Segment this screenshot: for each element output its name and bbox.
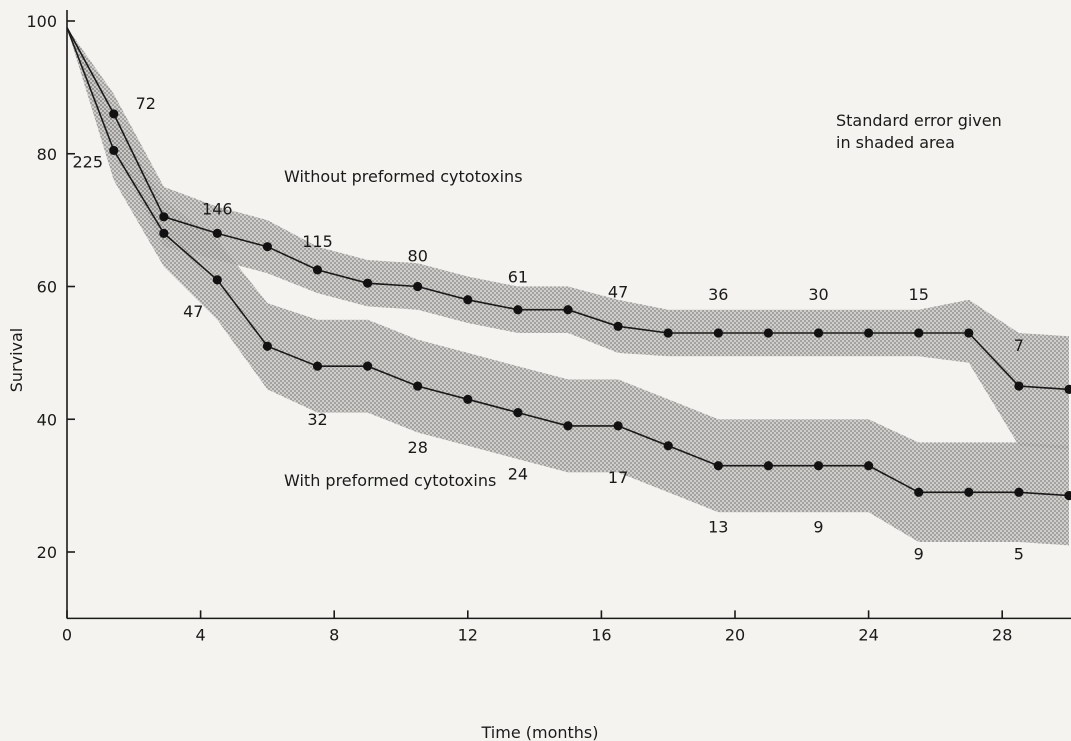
data-point-series-1-1 bbox=[109, 109, 119, 119]
series-name-without: Without preformed cytotoxins bbox=[284, 167, 523, 186]
label-group: 72 146 115 80 61 47 36 30 15 7 225 47 32 28 24 17 13 9 9 5 W… bbox=[72, 94, 1024, 563]
count-label-series-2-6: 17 bbox=[608, 468, 628, 487]
data-point-series-1-9 bbox=[513, 305, 523, 315]
data-point-series-1-2 bbox=[159, 212, 169, 222]
data-point-series-1-10 bbox=[563, 305, 573, 315]
data-point-series-2-2 bbox=[159, 228, 169, 238]
x-tick-label-20: 20 bbox=[725, 625, 745, 644]
data-point-series-1-5 bbox=[312, 265, 323, 275]
data-point-series-1-11 bbox=[613, 321, 623, 331]
data-point-series-1-16 bbox=[864, 328, 874, 338]
data-point-series-2-9 bbox=[513, 408, 523, 418]
count-label-series-1-2: 146 bbox=[202, 199, 233, 218]
data-point-series-1-17 bbox=[914, 328, 924, 338]
data-point-series-1-20 bbox=[1064, 384, 1071, 394]
y-tick-label-80: 80 bbox=[37, 145, 57, 164]
data-point-series-2-12 bbox=[663, 441, 673, 451]
x-tick-label-0: 0 bbox=[62, 625, 72, 644]
data-point-series-2-15 bbox=[813, 461, 824, 471]
data-point-series-1-13 bbox=[713, 328, 723, 338]
data-point-series-2-13 bbox=[713, 461, 723, 471]
count-label-series-1-1: 72 bbox=[136, 94, 156, 113]
data-point-series-2-10 bbox=[563, 421, 573, 431]
count-label-series-1-3: 115 bbox=[302, 232, 333, 251]
y-tick-label-60: 60 bbox=[37, 278, 57, 297]
count-label-series-2-9: 9 bbox=[914, 544, 924, 563]
count-label-series-1-5: 61 bbox=[508, 268, 528, 287]
data-point-series-1-19 bbox=[1014, 381, 1024, 391]
count-label-series-2-4: 28 bbox=[408, 438, 428, 457]
count-label-series-2-1: 225 bbox=[72, 152, 103, 171]
data-point-series-2-14 bbox=[763, 461, 774, 471]
y-tick-label-100: 100 bbox=[26, 12, 57, 31]
data-point-series-1-8 bbox=[463, 295, 473, 305]
series-group bbox=[66, 27, 1071, 501]
count-label-series-1-10: 7 bbox=[1014, 336, 1024, 355]
data-point-series-2-8 bbox=[463, 394, 473, 404]
count-label-series-2-2: 47 bbox=[183, 302, 203, 321]
data-point-series-1-18 bbox=[964, 328, 974, 338]
data-point-series-2-4 bbox=[262, 341, 272, 351]
se-band-series-1 bbox=[67, 27, 1069, 450]
data-point-series-2-17 bbox=[914, 487, 924, 497]
x-tick-label-4: 4 bbox=[196, 625, 206, 644]
x-tick-label-16: 16 bbox=[591, 625, 611, 644]
data-point-series-2-19 bbox=[1014, 487, 1024, 497]
data-point-series-1-4 bbox=[262, 242, 272, 252]
count-label-series-1-4: 80 bbox=[408, 247, 428, 266]
data-point-series-1-15 bbox=[813, 328, 824, 338]
count-label-series-2-3: 32 bbox=[307, 410, 327, 429]
data-point-series-2-5 bbox=[312, 361, 323, 371]
data-point-series-2-16 bbox=[864, 461, 874, 471]
data-point-series-1-12 bbox=[663, 328, 673, 338]
count-label-series-1-7: 36 bbox=[708, 285, 728, 304]
se-note-line-2: in shaded area bbox=[836, 133, 955, 152]
data-point-series-2-3 bbox=[212, 275, 222, 285]
y-tick-label-40: 40 bbox=[37, 410, 57, 429]
count-label-series-2-8: 9 bbox=[813, 518, 823, 537]
data-point-series-1-6 bbox=[363, 278, 373, 288]
data-point-series-2-18 bbox=[964, 487, 974, 497]
axes: 20 40 60 80 100 0 4 8 12 16 20 24 28 Time (months) Sur… bbox=[7, 10, 1071, 741]
data-point-series-2-20 bbox=[1064, 490, 1071, 501]
count-label-series-2-7: 13 bbox=[708, 518, 728, 537]
se-note-line-1: Standard error given bbox=[836, 111, 1002, 130]
x-tick-label-12: 12 bbox=[458, 625, 478, 644]
y-axis-title: Survival bbox=[7, 328, 26, 393]
x-tick-label-24: 24 bbox=[858, 625, 878, 644]
data-point-series-1-14 bbox=[763, 328, 774, 338]
count-label-series-2-5: 24 bbox=[508, 465, 528, 484]
x-tick-label-28: 28 bbox=[992, 625, 1012, 644]
y-tick-label-20: 20 bbox=[37, 543, 57, 562]
count-label-series-1-8: 30 bbox=[808, 285, 828, 304]
data-point-series-2-7 bbox=[413, 381, 423, 391]
series-name-with: With preformed cytotoxins bbox=[284, 471, 496, 490]
data-point-series-1-7 bbox=[413, 281, 423, 292]
data-point-series-2-6 bbox=[363, 361, 373, 371]
count-label-series-2-10: 5 bbox=[1014, 544, 1024, 563]
data-point-series-1-3 bbox=[212, 228, 222, 238]
x-axis-title: Time (months) bbox=[481, 723, 599, 741]
x-tick-label-8: 8 bbox=[329, 625, 339, 644]
data-point-series-2-11 bbox=[613, 421, 623, 431]
count-label-series-1-9: 15 bbox=[909, 285, 929, 304]
count-label-series-1-6: 47 bbox=[608, 282, 628, 301]
data-point-series-2-1 bbox=[109, 145, 119, 156]
